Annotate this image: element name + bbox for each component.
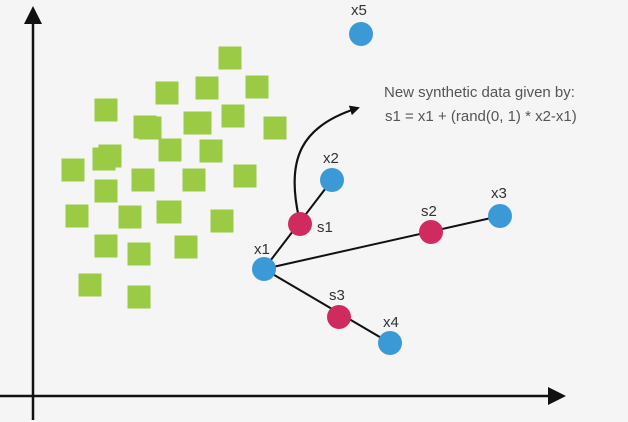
point-x1: [252, 257, 276, 281]
label-x5: x5: [351, 2, 367, 19]
majority-class-samples: [61, 46, 287, 309]
majority-square: [92, 147, 116, 171]
majority-square: [245, 75, 269, 99]
majority-square: [127, 285, 151, 309]
majority-square: [94, 179, 118, 203]
axes: [0, 6, 566, 420]
neighbor-lines: [263, 179, 501, 344]
formula-arrow: [293, 105, 360, 219]
point-x2: [320, 168, 344, 192]
majority-square: [221, 104, 245, 128]
majority-square: [61, 158, 85, 182]
point-s3: [327, 305, 351, 329]
majority-square: [174, 235, 198, 259]
majority-square: [94, 98, 118, 122]
majority-square: [199, 139, 223, 163]
formula-line-2: s1 = x1 + (rand(0, 1) * x2-x1): [385, 108, 577, 125]
synthetic-points: [288, 212, 443, 329]
majority-square: [156, 200, 180, 224]
label-x3: x3: [491, 185, 507, 202]
majority-square: [127, 242, 151, 266]
point-labels: x1 x2 x3 x4 x5 s1 s2 s3: [254, 2, 507, 331]
majority-square: [78, 273, 102, 297]
majority-square: [233, 164, 257, 188]
majority-square: [155, 81, 179, 105]
line-x1-x3: [263, 215, 501, 270]
majority-square: [195, 76, 219, 100]
y-axis-arrowhead-icon: [24, 6, 42, 24]
point-x3: [488, 204, 512, 228]
majority-square: [138, 116, 162, 140]
point-x5: [349, 22, 373, 46]
label-x1: x1: [254, 241, 270, 258]
majority-square: [263, 116, 287, 140]
majority-square: [158, 138, 182, 162]
label-s3: s3: [329, 287, 345, 304]
line-x1-x4: [263, 268, 391, 344]
formula-line-1: New synthetic data given by:: [384, 84, 575, 101]
majority-square: [182, 168, 206, 192]
majority-square: [210, 209, 234, 233]
majority-square: [188, 111, 212, 135]
majority-square: [118, 205, 142, 229]
label-s2: s2: [421, 203, 437, 220]
point-x4: [378, 331, 402, 355]
formula-annotation: New synthetic data given by: s1 = x1 + (…: [384, 84, 577, 125]
majority-square: [131, 168, 155, 192]
label-s1: s1: [317, 219, 333, 236]
majority-square: [218, 46, 242, 70]
label-x4: x4: [383, 314, 399, 331]
label-x2: x2: [323, 150, 339, 167]
majority-square: [94, 234, 118, 258]
point-s2: [419, 220, 443, 244]
x-axis-arrowhead-icon: [548, 387, 566, 405]
minority-class-points: [252, 22, 512, 355]
majority-square: [65, 204, 89, 228]
point-s1: [288, 212, 312, 236]
